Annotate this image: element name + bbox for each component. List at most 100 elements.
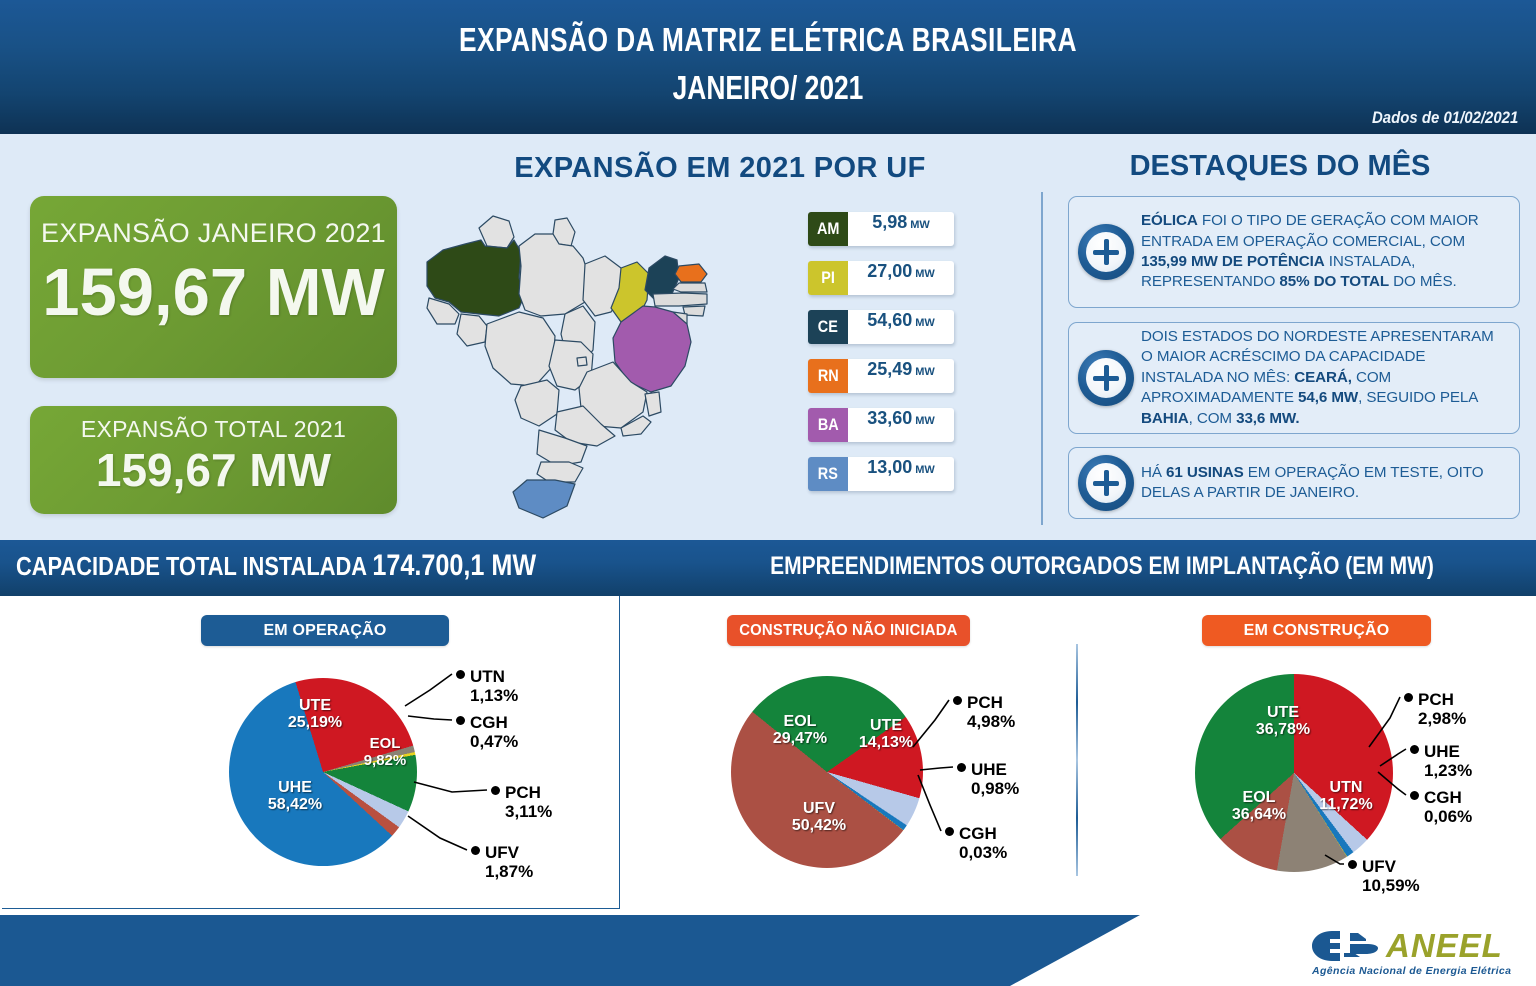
uf-value-cell: 25,49 MW (848, 359, 954, 393)
pie1-callout-pch: PCH 3,11% (505, 783, 553, 821)
uf-unit: MW (915, 366, 935, 378)
highlight-text-1: EÓLICA FOI O TIPO DE GERAÇÃO COM MAIOR E… (1141, 212, 1479, 291)
pie1-label-eol: EOL 9,82% (363, 735, 407, 769)
uf-code-badge: RS (808, 457, 848, 491)
pie1-label-ute: UTE 25,19% (287, 697, 343, 731)
uf-value-cell: 27,00 MW (848, 261, 954, 295)
pie2-label-eol: EOL 29,47% (772, 713, 828, 747)
uf-value: 33,60 (867, 408, 913, 428)
uf-unit: MW (915, 317, 935, 329)
data-date-note: Dados de 01/02/2021 (1371, 108, 1518, 127)
badge-em-operacao[interactable]: EM OPERAÇÃO (201, 615, 449, 646)
uf-unit: MW (910, 219, 930, 231)
expansion-total-value: 159,67 MW (95, 444, 332, 496)
uf-section-title: EXPANSÃO EM 2021 POR UF (514, 152, 926, 184)
uf-value: 25,49 (867, 359, 913, 379)
uf-code-badge: PI (808, 261, 848, 295)
uf-legend-row-rs[interactable]: RS 13,00 MW (808, 457, 954, 491)
uf-legend-row-pi[interactable]: PI 27,00 MW (808, 261, 954, 295)
pie3-callout-dot-pch (1404, 693, 1413, 702)
pie1-callout-dot-utn (456, 670, 465, 679)
plus-circle-icon (1075, 347, 1137, 409)
pie2-callout-dot-uhe (957, 763, 966, 772)
expansion-total-label: EXPANSÃO TOTAL 2021 (80, 416, 347, 442)
uf-value: 54,60 (867, 310, 913, 330)
aneel-logo-text: ANEEL (1386, 927, 1503, 964)
expansion-january-value: 159,67 MW (42, 255, 385, 330)
uf-value: 13,00 (867, 457, 913, 477)
pie3-callout-cgh: CGH 0,06% (1424, 788, 1473, 826)
uf-code-text: CE (817, 317, 839, 336)
pie3-callout-dot-cgh (1410, 791, 1419, 800)
highlight-card-1: EÓLICA FOI O TIPO DE GERAÇÃO COM MAIOR E… (1068, 196, 1520, 308)
footer-blue-shape (0, 915, 1140, 986)
uf-legend-list: AM 5,98 MW PI 27,00 MW CE 54,60 MW RN 25,49… (808, 212, 954, 506)
pie2-callout-dot-cgh (945, 827, 954, 836)
uf-code-badge: AM (808, 212, 848, 246)
uf-code-badge: BA (808, 408, 848, 442)
aneel-logo-tagline: Agência Nacional de Energia Elétrica (1312, 965, 1512, 977)
highlights-divider (1041, 192, 1043, 525)
pie3-label-eol: EOL 36,64% (1231, 789, 1287, 823)
charts-divider (1076, 644, 1078, 876)
badge-label: EM OPERAÇÃO (263, 621, 387, 639)
page-header: EXPANSÃO DA MATRIZ ELÉTRICA BRASILEIRA J… (0, 0, 1536, 134)
capacity-value: 174.700,1 MW (372, 549, 537, 582)
uf-code-text: AM (816, 219, 840, 238)
pie-chart-construcao-nao-iniciada (731, 676, 923, 868)
pie1-callout-dot-ufv (471, 846, 480, 855)
projects-band-title: EMPREENDIMENTOS OUTORGADOS EM IMPLANTAÇÃ… (770, 552, 1434, 580)
uf-code-text: RN (817, 366, 839, 385)
uf-value: 5,98 (872, 212, 908, 232)
highlight-card-3: HÁ 61 USINAS EM OPERAÇÃO EM TESTE, OITO … (1068, 447, 1520, 519)
pie3-label-utn: UTN 11,72% (1319, 779, 1373, 813)
pie1-callout-ufv: UFV 1,87% (485, 843, 534, 881)
badge-em-construcao[interactable]: EM CONSTRUÇÃO (1202, 615, 1431, 646)
uf-code-text: RS (817, 464, 839, 483)
capacity-prefix: CAPACIDADE TOTAL INSTALADA (16, 551, 373, 581)
pie1-callout-dot-pch (491, 786, 500, 795)
plus-circle-icon (1075, 452, 1137, 514)
aneel-logo: ANEEL Agência Nacional de Energia Elétri… (1310, 927, 1526, 979)
uf-code-badge: RN (808, 359, 848, 393)
pie3-callout-dot-uhe (1410, 745, 1419, 754)
uf-legend-row-ce[interactable]: CE 54,60 MW (808, 310, 954, 344)
pie1-callout-utn: UTN 1,13% (470, 667, 519, 705)
uf-unit: MW (915, 415, 935, 427)
highlights-title: DESTAQUES DO MÊS (1129, 150, 1431, 182)
uf-value-cell: 5,98 MW (848, 212, 954, 246)
page-subtitle: JANEIRO/ 2021 (672, 69, 864, 106)
plus-circle-icon (1075, 221, 1137, 283)
pie1-callout-dot-cgh (456, 716, 465, 725)
capacity-total-label: CAPACIDADE TOTAL INSTALADA 174.700,1 MW (16, 549, 536, 583)
pie1-label-uhe: UHE 58,42% (267, 779, 323, 813)
pie2-callout-pch: PCH 4,98% (967, 693, 1016, 731)
pie-chart-em-construcao (1195, 674, 1393, 872)
pie2-label-ute: UTE 14,13% (858, 717, 914, 751)
aneel-logo-mark-icon (1312, 931, 1378, 961)
pie1-callout-cgh: CGH 0,47% (470, 713, 519, 751)
expansion-total-card: EXPANSÃO TOTAL 2021 159,67 MW (30, 406, 397, 514)
expansion-january-card: EXPANSÃO JANEIRO 2021 159,67 MW (30, 196, 397, 378)
pie-chart-em-operacao (229, 678, 417, 866)
highlight-card-2: DOIS ESTADOS DO NORDESTE APRESENTARAM O … (1068, 322, 1520, 434)
uf-value-cell: 13,00 MW (848, 457, 954, 491)
uf-code-text: PI (821, 268, 835, 287)
pie2-callout-dot-pch (953, 696, 962, 705)
highlight-text-3: HÁ 61 USINAS EM OPERAÇÃO EM TESTE, OITO … (1141, 463, 1484, 501)
badge-label: CONSTRUÇÃO NÃO INICIADA (739, 621, 958, 639)
pie3-label-ute: UTE 36,78% (1255, 704, 1311, 738)
pie2-callout-cgh: CGH 0,03% (959, 824, 1008, 862)
uf-value-cell: 33,60 MW (848, 408, 954, 442)
brazil-map (415, 190, 785, 520)
pie2-callout-uhe: UHE 0,98% (971, 760, 1020, 798)
uf-code-text: BA (817, 415, 839, 434)
uf-legend-row-rn[interactable]: RN 25,49 MW (808, 359, 954, 393)
uf-code-badge: CE (808, 310, 848, 344)
highlight-text-2: DOIS ESTADOS DO NORDESTE APRESENTARAM O … (1141, 327, 1494, 427)
pie3-callout-pch: PCH 2,98% (1418, 690, 1467, 728)
badge-construcao-nao-iniciada[interactable]: CONSTRUÇÃO NÃO INICIADA (727, 615, 970, 646)
uf-legend-row-am[interactable]: AM 5,98 MW (808, 212, 954, 246)
uf-legend-row-ba[interactable]: BA 33,60 MW (808, 408, 954, 442)
